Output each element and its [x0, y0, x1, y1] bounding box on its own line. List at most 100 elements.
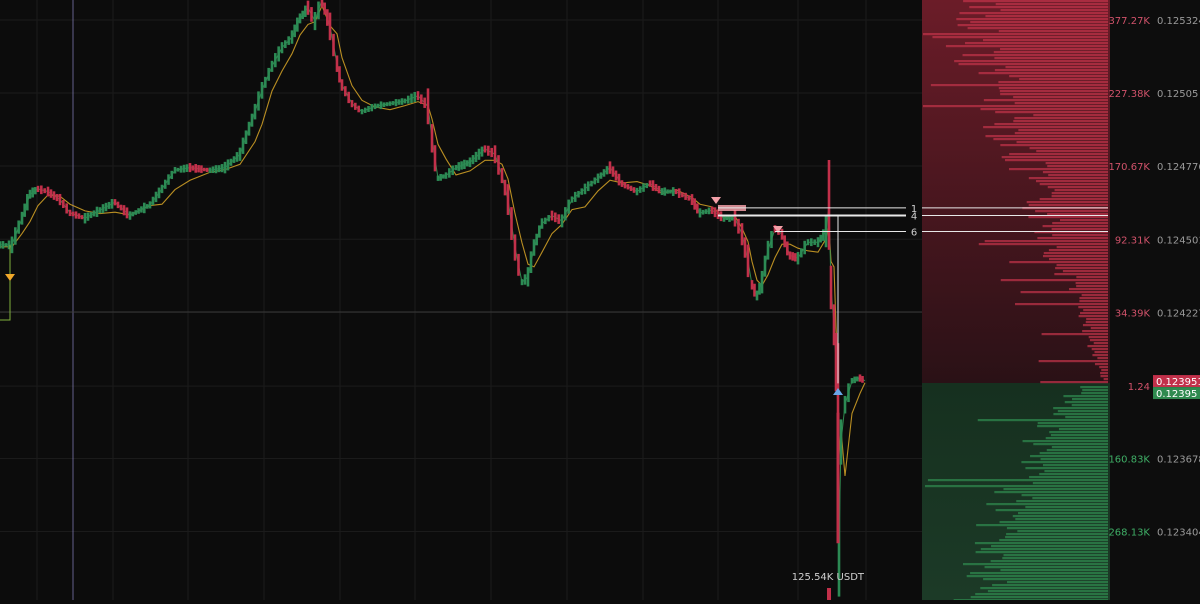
- depth-ask-bar: [1001, 156, 1108, 159]
- trade-marker-sell: [711, 197, 721, 204]
- depth-bid-bar: [1050, 434, 1108, 437]
- depth-ask-bar: [1020, 291, 1108, 294]
- depth-bid-bar: [1003, 488, 1108, 491]
- step-line: [0, 245, 11, 321]
- ask-price-badge: [1153, 375, 1200, 388]
- candle: [0, 241, 2, 249]
- depth-ask-bar: [985, 15, 1108, 18]
- depth-ask-bar: [1079, 297, 1108, 300]
- candle: [128, 211, 132, 220]
- candle: [332, 33, 335, 57]
- candle: [338, 66, 341, 83]
- level-line-label: 6: [911, 228, 917, 239]
- candle: [753, 283, 756, 297]
- candle: [125, 207, 129, 219]
- depth-bid-bar: [1046, 449, 1108, 452]
- depth-ask-bar: [1035, 180, 1108, 183]
- depth-ask-bar: [1082, 324, 1108, 327]
- candle: [707, 207, 711, 215]
- depth-ask-bar: [1097, 357, 1108, 360]
- depth-ask-bar: [1059, 219, 1108, 222]
- candle: [238, 147, 242, 161]
- price-tick-label: 0.125324: [1157, 16, 1200, 27]
- candle: [750, 280, 754, 290]
- depth-bid-bar: [986, 503, 1108, 506]
- depth-ask-bar: [954, 60, 1108, 63]
- candle: [517, 253, 520, 276]
- candle: [40, 185, 43, 195]
- candle: [733, 209, 737, 227]
- depth-bid-bar: [1037, 422, 1108, 425]
- depth-ask-bar: [1037, 237, 1108, 240]
- price-line: [0, 0, 866, 544]
- depth-ask-bar: [1042, 171, 1108, 174]
- candle: [122, 205, 126, 216]
- depth-bid-bar: [1000, 569, 1108, 572]
- depth-ask-bar: [970, 21, 1108, 24]
- candle: [397, 99, 401, 105]
- candle: [313, 11, 317, 31]
- level-line-label: 4: [911, 212, 917, 223]
- candle: [170, 170, 174, 180]
- candle: [773, 225, 777, 233]
- depth-ask-bar: [1103, 378, 1108, 381]
- candle: [526, 267, 530, 287]
- candle: [267, 67, 270, 81]
- level-lines: 14 6: [718, 204, 1108, 384]
- candle: [681, 192, 684, 198]
- depth-bid-bar: [1033, 443, 1108, 446]
- level-line-label: 1: [911, 204, 917, 215]
- candle: [704, 209, 708, 214]
- depth-ask-bar: [1100, 375, 1108, 378]
- depth-ask-bar: [1082, 330, 1108, 333]
- candle: [760, 270, 764, 294]
- candle: [357, 105, 360, 113]
- depth-bid-bar: [975, 593, 1108, 596]
- depth-ask-bar: [983, 99, 1108, 102]
- candle: [179, 165, 183, 173]
- depth-bid-bar: [1002, 557, 1108, 560]
- candle: [794, 253, 797, 262]
- candle: [34, 187, 37, 195]
- depth-ask-label: 92.31K: [1115, 235, 1151, 246]
- depth-ask-label: 377.27K: [1108, 16, 1150, 27]
- candle: [320, 0, 324, 8]
- candle: [71, 211, 75, 217]
- candle: [232, 156, 236, 163]
- candle: [244, 130, 248, 145]
- candle: [850, 378, 854, 384]
- candle: [529, 251, 533, 273]
- candle: [1, 241, 5, 249]
- candle: [806, 239, 810, 246]
- depth-bid-bar: [1012, 515, 1108, 518]
- depth-ask-bar: [1089, 339, 1108, 342]
- trade-marker-sell: [5, 274, 15, 281]
- candle: [391, 101, 395, 106]
- depth-ask-bar: [1000, 93, 1108, 96]
- depth-ask-bar: [1078, 315, 1108, 318]
- depth-bid-bar: [1005, 536, 1108, 539]
- price-axis: 0.125324 0.12505 0.124776 0.124501 0.124227 0…: [1157, 16, 1200, 539]
- depth-ask-bar: [999, 90, 1108, 93]
- candle: [623, 182, 627, 189]
- depth-ask-bar: [1047, 165, 1108, 168]
- depth-ask-bar: [1049, 258, 1108, 261]
- candle: [713, 207, 717, 218]
- candle: [293, 24, 296, 38]
- candle: [250, 113, 254, 127]
- candle: [853, 376, 856, 384]
- candle: [532, 239, 536, 256]
- depth-bid-bar: [1022, 440, 1108, 443]
- candle: [796, 251, 800, 265]
- depth-ask-bar: [993, 138, 1108, 141]
- depth-ask-bar: [1081, 294, 1108, 297]
- candle: [803, 240, 806, 255]
- candle: [134, 210, 138, 215]
- candle: [154, 191, 158, 203]
- depth-bid-bar: [1051, 446, 1108, 449]
- candle: [557, 214, 560, 224]
- candle: [274, 53, 277, 68]
- candle: [471, 155, 475, 165]
